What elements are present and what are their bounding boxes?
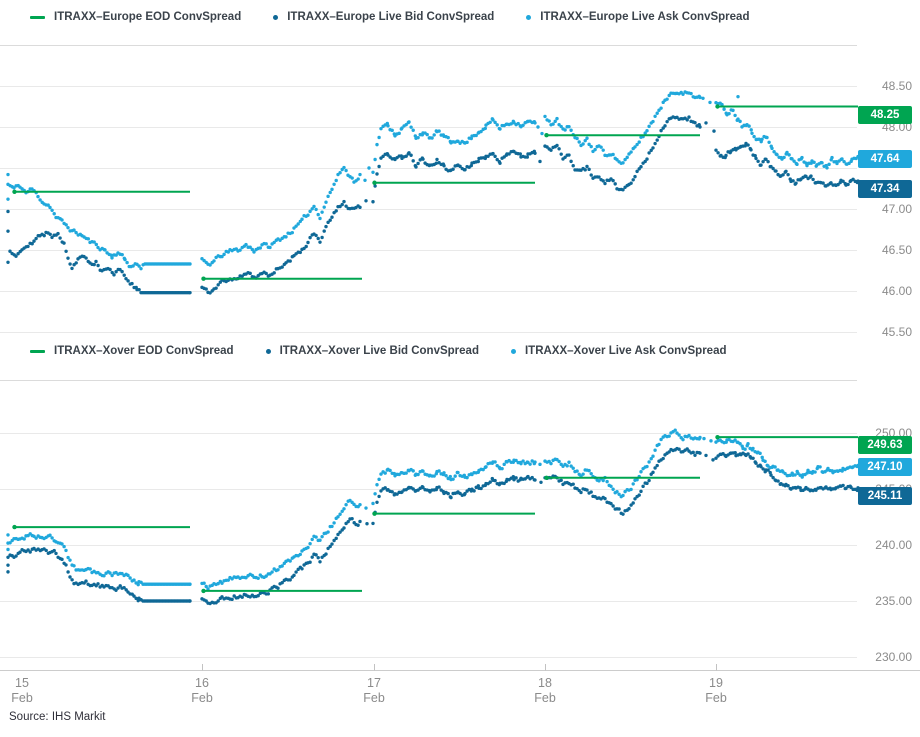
y-axis-label: 46.50: [881, 243, 912, 257]
y-axis-label: 240.00: [875, 538, 912, 552]
legend-item-eod[interactable]: ITRAXX–Europe EOD ConvSpread: [30, 11, 241, 23]
bid-dot-marker: [273, 14, 279, 20]
legend-item-eod[interactable]: ITRAXX–Xover EOD ConvSpread: [30, 345, 234, 357]
last-value-badge-bid: 245.11: [858, 486, 912, 505]
y-axis-label: 48.00: [881, 120, 912, 134]
y-axis-label: 45.50: [881, 325, 912, 339]
legend-label: ITRAXX–Europe Live Bid ConvSpread: [287, 11, 495, 23]
y-axis-label: 47.00: [881, 202, 912, 216]
x-axis-label: 18 Feb: [534, 676, 556, 705]
x-axis-labels: 15 Feb 16 Feb 17 Feb 18 Feb 19 Feb: [0, 676, 920, 710]
ask-dot-marker: [526, 14, 532, 20]
europe-chart-canvas[interactable]: [0, 46, 920, 338]
x-axis-label: 16 Feb: [191, 676, 213, 705]
legend-label: ITRAXX–Europe EOD ConvSpread: [54, 11, 242, 23]
source-label: Source: IHS Markit: [9, 711, 106, 723]
eod-line-marker: [30, 349, 45, 353]
last-value-badge-bid: 47.34: [858, 180, 912, 199]
divider: [0, 45, 857, 46]
xover-chart-canvas[interactable]: [0, 381, 920, 681]
x-axis-label: 19 Feb: [705, 676, 727, 705]
legend-label: ITRAXX–Xover EOD ConvSpread: [54, 345, 234, 357]
legend-item-ask[interactable]: ITRAXX–Europe Live Ask ConvSpread: [526, 11, 749, 23]
y-axis-label: 230.00: [875, 650, 912, 664]
last-value-badge-eod: 249.63: [858, 436, 912, 455]
europe-chart: 48.50 48.00 47.00 46.50 46.00 45.50 48.25 47.64…: [0, 46, 920, 339]
ask-dot-marker: [510, 348, 516, 354]
legend-label: ITRAXX–Xover Live Ask ConvSpread: [524, 345, 727, 357]
legend-item-bid[interactable]: ITRAXX–Xover Live Bid ConvSpread: [265, 345, 479, 357]
divider: [0, 380, 857, 381]
y-axis-label: 48.50: [881, 79, 912, 93]
legend-item-ask[interactable]: ITRAXX–Xover Live Ask ConvSpread: [510, 345, 727, 357]
bid-dot-marker: [265, 348, 271, 354]
last-value-badge-ask: 47.64: [858, 149, 912, 168]
last-value-badge-ask: 247.10: [858, 458, 912, 477]
x-axis-label: 15 Feb: [11, 676, 33, 705]
xover-legend: ITRAXX–Xover EOD ConvSpread ITRAXX–Xover …: [30, 341, 727, 361]
europe-legend: ITRAXX–Europe EOD ConvSpread ITRAXX–Europ…: [30, 7, 749, 27]
legend-label: ITRAXX–Europe Live Ask ConvSpread: [540, 11, 750, 23]
xover-chart: 250.00245.00240.00235.00230.00249.63247.…: [0, 381, 920, 681]
last-value-badge-eod: 48.25: [858, 105, 912, 124]
legend-label: ITRAXX–Xover Live Bid ConvSpread: [279, 345, 479, 357]
eod-line-marker: [30, 15, 45, 19]
y-axis-label: 46.00: [881, 284, 912, 298]
y-axis-label: 235.00: [875, 594, 912, 608]
x-axis-label: 17 Feb: [363, 676, 385, 705]
legend-item-bid[interactable]: ITRAXX–Europe Live Bid ConvSpread: [273, 11, 494, 23]
